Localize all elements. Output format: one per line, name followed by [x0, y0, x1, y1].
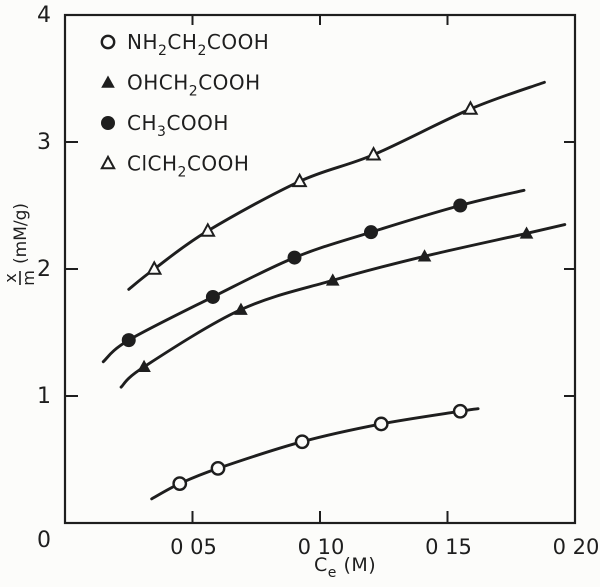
x-axis-label: Ce (M): [314, 554, 376, 581]
data-point-CH3COOH: [287, 250, 302, 265]
data-point-ClCH2COOH: [365, 146, 382, 161]
data-point-ClCH2COOH: [146, 260, 163, 275]
origin-label: 0: [37, 528, 51, 553]
data-point-NH2CH2COOH: [294, 434, 310, 450]
data-point-ClCH2COOH: [462, 100, 479, 115]
legend-label-ClCH2COOH: ClCH2COOH: [127, 152, 249, 181]
data-point-NH2CH2COOH: [452, 403, 468, 419]
legend-marker-OHCH2COOH: [101, 75, 115, 88]
legend-marker-CH3COOH: [101, 116, 115, 130]
x-tick-label: 0 15: [425, 535, 472, 559]
data-point-NH2CH2COOH: [373, 416, 389, 432]
data-point-CH3COOH: [205, 289, 220, 304]
x-tick-label: 0 20: [553, 535, 600, 559]
svg-text:(mM/g): (mM/g): [11, 203, 31, 264]
data-point-OHCH2COOH: [519, 226, 534, 239]
data-point-NH2CH2COOH: [210, 460, 226, 476]
x-tick-label: 0 10: [298, 535, 345, 559]
data-point-CH3COOH: [364, 225, 378, 240]
y-tick-label: 4: [37, 3, 51, 28]
series-curve-NH2CH2COOH: [150, 407, 480, 501]
series-curve-CH3COOH: [101, 188, 526, 364]
svg-text:x: x: [1, 273, 20, 282]
data-point-OHCH2COOH: [137, 359, 151, 372]
data-point-OHCH2COOH: [417, 249, 432, 262]
legend-label-CH3COOH: CH3COOH: [127, 111, 229, 140]
data-point-ClCH2COOH: [291, 172, 308, 188]
legend-label-NH2CH2COOH: NH2CH2COOH: [127, 30, 269, 59]
y-axis-label: x m (mM/g): [1, 203, 38, 286]
svg-text:m: m: [19, 270, 38, 286]
y-tick-label: 3: [37, 130, 51, 155]
legend-label-OHCH2COOH: OHCH2COOH: [127, 71, 261, 100]
data-point-OHCH2COOH: [234, 302, 248, 315]
y-tick-label: 1: [37, 384, 51, 409]
legend-marker-ClCH2COOH: [100, 154, 116, 170]
legend-marker-NH2CH2COOH: [100, 34, 116, 50]
data-point-ClCH2COOH: [199, 222, 216, 237]
data-point-CH3COOH: [121, 333, 136, 348]
data-point-NH2CH2COOH: [172, 476, 188, 492]
series-curve-OHCH2COOH: [119, 223, 567, 389]
data-point-CH3COOH: [453, 198, 468, 213]
y-tick-label: 2: [37, 257, 51, 282]
x-tick-label: 0 05: [170, 535, 217, 559]
data-point-OHCH2COOH: [325, 273, 340, 286]
